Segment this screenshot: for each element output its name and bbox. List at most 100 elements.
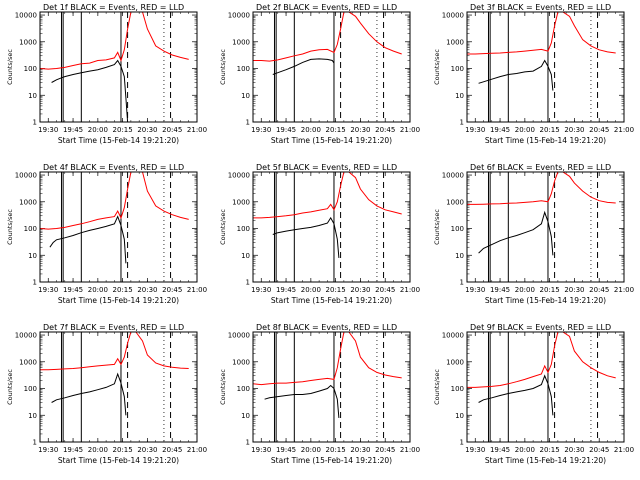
y-tick-label: 10000 bbox=[228, 332, 250, 340]
y-tick-label: 10000 bbox=[15, 12, 37, 20]
y-tick-label: 100 bbox=[24, 65, 37, 73]
x-tick-label: 20:00 bbox=[301, 126, 321, 134]
x-tick-label: 20:15 bbox=[326, 286, 346, 294]
lld-series-line bbox=[253, 332, 402, 386]
x-tick-label: 20:30 bbox=[564, 446, 584, 454]
x-axis-label: Start Time (15-Feb-14 19:21:20) bbox=[271, 136, 392, 145]
y-tick-label: 10 bbox=[28, 412, 37, 420]
x-tick-label: 20:15 bbox=[113, 446, 133, 454]
x-tick-label: 20:00 bbox=[88, 446, 108, 454]
x-tick-label: 21:00 bbox=[400, 126, 420, 134]
x-tick-label: 20:30 bbox=[350, 446, 370, 454]
plot-frame bbox=[39, 331, 198, 443]
x-axis-label: Start Time (15-Feb-14 19:21:20) bbox=[271, 296, 392, 305]
y-axis-label: Counts/sec bbox=[433, 49, 441, 85]
y-tick-label: 1 bbox=[246, 279, 250, 287]
x-tick-label: 20:00 bbox=[515, 446, 535, 454]
x-tick-label: 20:00 bbox=[88, 286, 108, 294]
y-tick-label: 1000 bbox=[19, 198, 37, 206]
panel-title: Det 7f BLACK = Events, RED = LLD bbox=[43, 323, 184, 332]
events-series-line bbox=[272, 58, 335, 75]
panel-title: Det 4f BLACK = Events, RED = LLD bbox=[43, 163, 184, 172]
detector-panel: Det 6f BLACK = Events, RED = LLD Counts/s… bbox=[433, 163, 634, 305]
x-tick-label: 20:30 bbox=[137, 126, 157, 134]
x-axis-label: Start Time (15-Feb-14 19:21:20) bbox=[58, 456, 179, 465]
y-tick-label: 100 bbox=[237, 225, 250, 233]
x-tick-label: 19:45 bbox=[490, 126, 510, 134]
x-tick-label: 20:15 bbox=[540, 446, 560, 454]
plot-frame bbox=[252, 11, 411, 123]
x-tick-label: 20:00 bbox=[515, 126, 535, 134]
panel-title: Det 3f BLACK = Events, RED = LLD bbox=[470, 3, 611, 12]
lld-series-line bbox=[467, 172, 616, 205]
x-tick-label: 20:00 bbox=[301, 446, 321, 454]
x-tick-label: 20:15 bbox=[540, 126, 560, 134]
x-axis-label: Start Time (15-Feb-14 19:21:20) bbox=[271, 456, 392, 465]
y-tick-label: 10000 bbox=[228, 12, 250, 20]
y-tick-label: 1000 bbox=[446, 38, 464, 46]
plot-frame bbox=[252, 171, 411, 283]
plot-area bbox=[253, 12, 402, 122]
x-tick-label: 20:00 bbox=[88, 126, 108, 134]
y-tick-label: 100 bbox=[24, 385, 37, 393]
y-tick-label: 1 bbox=[460, 119, 464, 127]
y-tick-label: 10000 bbox=[442, 172, 464, 180]
plot-frame bbox=[39, 11, 198, 123]
y-tick-label: 100 bbox=[451, 225, 464, 233]
y-tick-label: 100 bbox=[451, 65, 464, 73]
detector-panel: Det 9f BLACK = Events, RED = LLD Counts/s… bbox=[433, 323, 634, 465]
x-tick-label: 20:45 bbox=[375, 126, 395, 134]
x-tick-label: 21:00 bbox=[614, 446, 634, 454]
x-tick-label: 19:45 bbox=[63, 446, 83, 454]
x-tick-label: 21:00 bbox=[614, 286, 634, 294]
x-tick-label: 20:45 bbox=[162, 126, 182, 134]
y-tick-label: 10 bbox=[28, 252, 37, 260]
panel-title: Det 5f BLACK = Events, RED = LLD bbox=[256, 163, 397, 172]
x-tick-label: 21:00 bbox=[400, 286, 420, 294]
x-tick-label: 19:30 bbox=[465, 286, 485, 294]
y-tick-label: 1000 bbox=[446, 198, 464, 206]
x-tick-label: 20:30 bbox=[564, 286, 584, 294]
y-tick-label: 10 bbox=[28, 92, 37, 100]
lld-series-line bbox=[253, 172, 402, 219]
plot-frame bbox=[466, 331, 625, 443]
x-tick-label: 19:45 bbox=[63, 126, 83, 134]
x-tick-label: 20:45 bbox=[162, 446, 182, 454]
x-tick-label: 20:30 bbox=[137, 286, 157, 294]
x-tick-label: 21:00 bbox=[614, 126, 634, 134]
y-tick-label: 1000 bbox=[19, 38, 37, 46]
y-axis-label: Counts/sec bbox=[433, 209, 441, 245]
y-tick-label: 1 bbox=[33, 439, 37, 447]
events-series-line bbox=[478, 59, 554, 91]
x-tick-label: 20:15 bbox=[326, 126, 346, 134]
x-tick-label: 19:45 bbox=[276, 286, 296, 294]
y-tick-label: 10000 bbox=[442, 12, 464, 20]
x-tick-label: 21:00 bbox=[187, 126, 207, 134]
y-axis-label: Counts/sec bbox=[6, 49, 14, 85]
y-tick-label: 100 bbox=[24, 225, 37, 233]
plot-area bbox=[253, 172, 402, 282]
y-tick-label: 100 bbox=[237, 65, 250, 73]
x-tick-label: 20:00 bbox=[301, 286, 321, 294]
y-axis-label: Counts/sec bbox=[219, 209, 227, 245]
x-tick-label: 19:45 bbox=[276, 126, 296, 134]
y-tick-label: 10 bbox=[241, 92, 250, 100]
y-tick-label: 10 bbox=[455, 92, 464, 100]
x-tick-label: 20:45 bbox=[589, 446, 609, 454]
y-tick-label: 1 bbox=[33, 119, 37, 127]
detector-panel: Det 4f BLACK = Events, RED = LLD Counts/s… bbox=[6, 163, 207, 305]
x-tick-label: 20:30 bbox=[350, 126, 370, 134]
y-tick-label: 10000 bbox=[15, 172, 37, 180]
events-series-line bbox=[51, 59, 129, 122]
panel-title: Det 2f BLACK = Events, RED = LLD bbox=[256, 3, 397, 12]
y-tick-label: 10 bbox=[455, 412, 464, 420]
x-axis-label: Start Time (15-Feb-14 19:21:20) bbox=[485, 296, 606, 305]
events-series-line bbox=[51, 372, 127, 416]
lld-series-line bbox=[40, 12, 189, 70]
plot-area bbox=[467, 12, 616, 122]
y-tick-label: 1000 bbox=[446, 358, 464, 366]
detector-panel: Det 7f BLACK = Events, RED = LLD Counts/s… bbox=[6, 323, 207, 465]
lld-series-line bbox=[253, 12, 402, 62]
plot-area bbox=[40, 172, 189, 282]
